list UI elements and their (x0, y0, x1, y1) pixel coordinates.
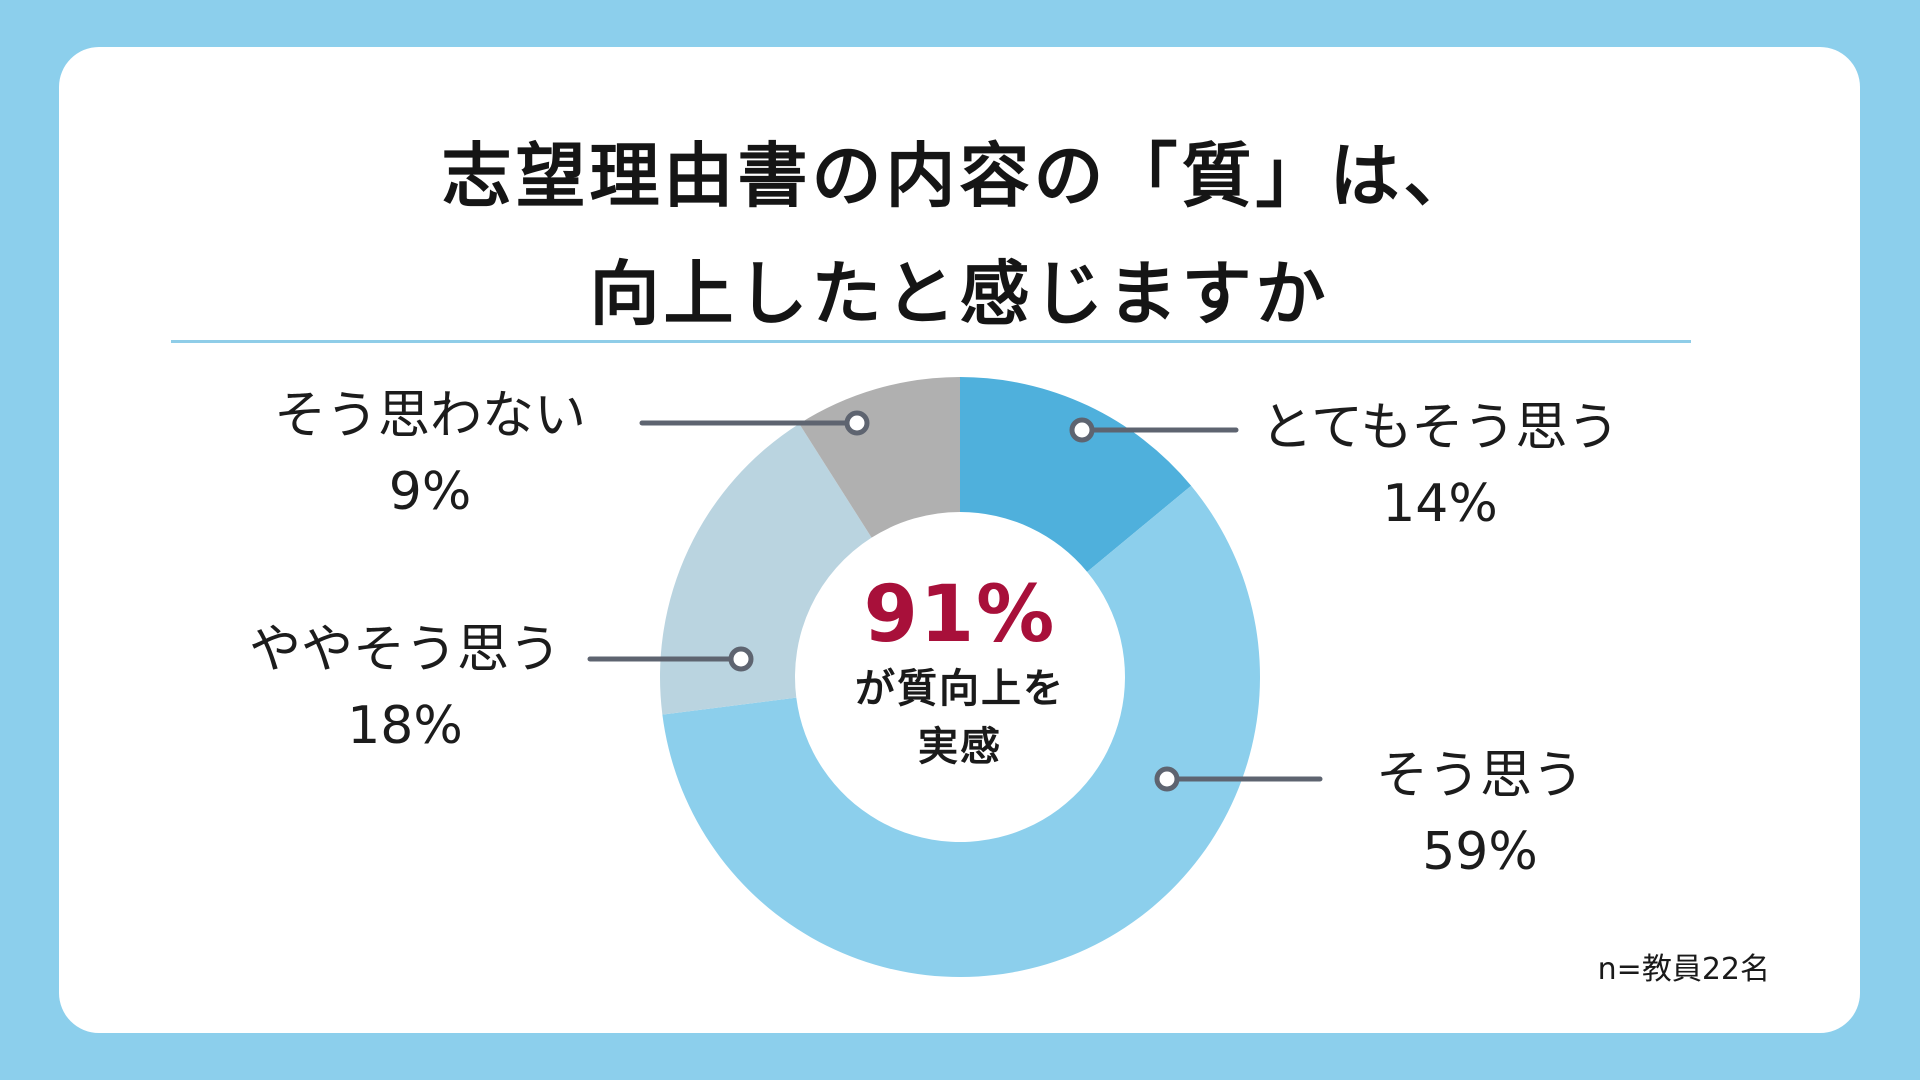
leader-somewhat-agree-dot (728, 646, 754, 672)
label-somewhat-agree-value: 18% (347, 696, 463, 756)
slice-strongly-agree (960, 377, 1192, 572)
center-caption: が質向上を 実感 (820, 660, 1100, 776)
leader-disagree (639, 410, 870, 436)
label-disagree: そう思わない 9% (250, 378, 610, 530)
label-strongly-agree-value: 14% (1382, 474, 1498, 534)
leader-disagree-dot (844, 410, 870, 436)
label-disagree-value: 9% (388, 462, 472, 522)
leader-strongly-agree (1069, 417, 1239, 443)
slice-disagree (799, 377, 960, 538)
sample-size-note: n=教員22名 (1597, 952, 1770, 987)
label-somewhat-agree-text: ややそう思う (248, 620, 561, 680)
center-percent: 91% (863, 570, 1057, 660)
leader-somewhat-agree (587, 646, 754, 672)
label-agree-text: そう思う (1375, 746, 1584, 806)
center-caption-line-1: が質向上を (855, 666, 1065, 712)
label-disagree-text: そう思わない (273, 386, 586, 446)
chart-title: 志望理由書の内容の「質」は、 向上したと感じますか (59, 117, 1860, 353)
label-agree: そう思う 59% (1330, 738, 1630, 890)
title-line-2: 向上したと感じますか (589, 253, 1330, 335)
leader-strongly-agree-dot (1069, 417, 1095, 443)
leader-agree-dot (1154, 766, 1180, 792)
title-line-1: 志望理由書の内容の「質」は、 (441, 135, 1478, 217)
slice-somewhat-agree (660, 423, 872, 715)
donut-center: 91% が質向上を 実感 (820, 570, 1100, 776)
title-divider (171, 340, 1691, 343)
label-strongly-agree-text: とてもそう思う (1260, 398, 1620, 458)
leader-agree (1154, 766, 1323, 792)
label-agree-value: 59% (1422, 822, 1538, 882)
slice-agree (662, 485, 1260, 978)
label-strongly-agree: とてもそう思う 14% (1250, 390, 1630, 542)
label-somewhat-agree: ややそう思う 18% (225, 612, 585, 764)
center-caption-line-2: 実感 (918, 724, 1002, 770)
